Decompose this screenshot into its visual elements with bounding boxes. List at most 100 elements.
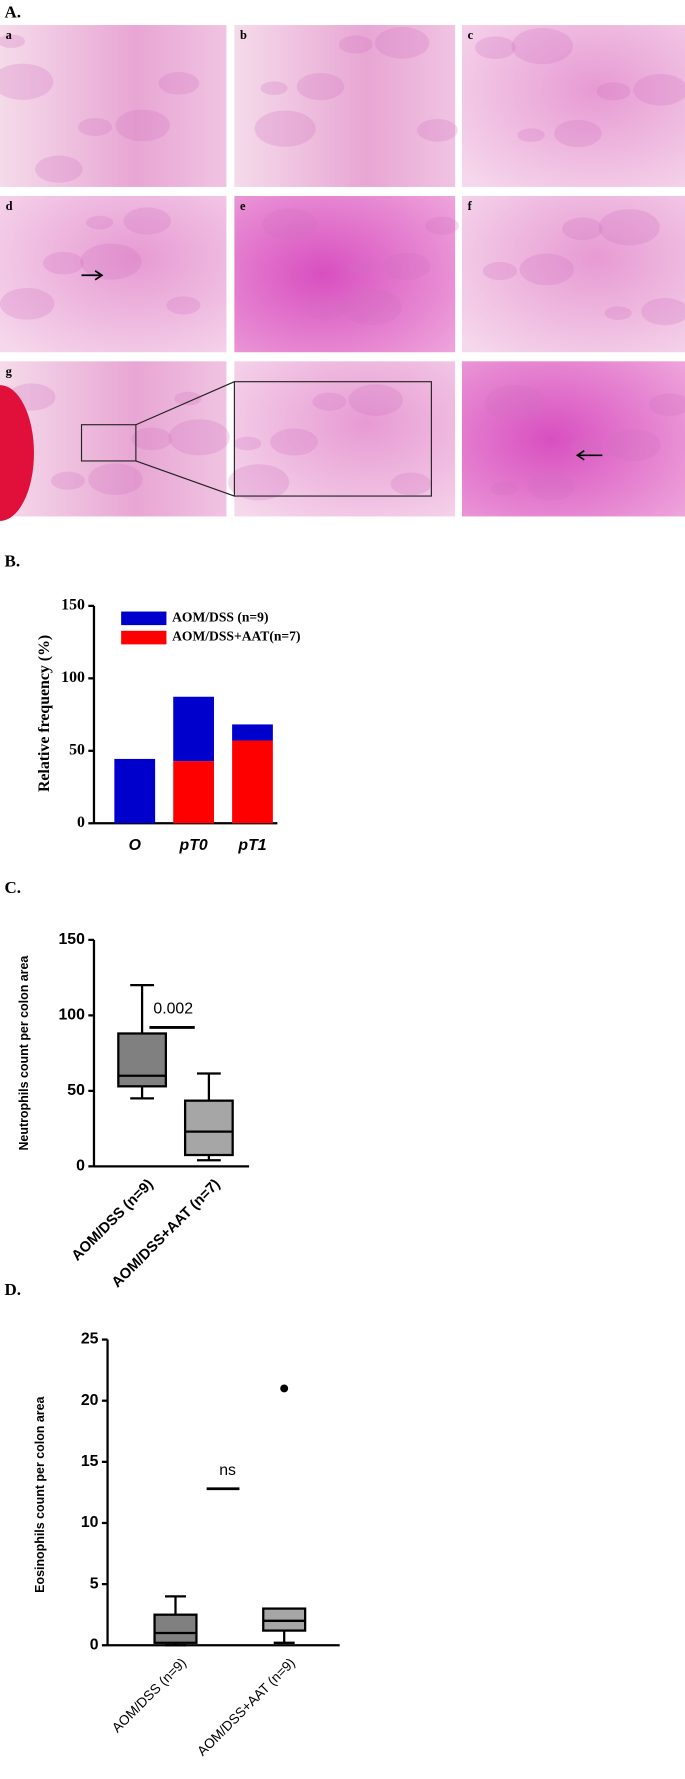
y-tick-label: 0 [76,1158,85,1175]
tissue-texture [166,296,201,315]
x-tick-label: pT1 [237,837,266,854]
panel-label: D. [5,1280,22,1299]
zoom-line [135,460,235,497]
bar-segment [173,761,214,824]
tissue-texture [86,215,114,230]
tissue-texture [641,298,685,326]
image-label: b [240,28,247,42]
tissue-texture [598,209,660,246]
tissue-texture [490,481,518,496]
y-axis-label: Neutrophils count per colon area [17,956,31,1151]
tissue-texture [569,437,604,456]
x-tick-label: AOM/DSS (n=9) [109,1655,189,1735]
histology-image [234,25,456,187]
tissue-texture [390,472,432,496]
y-tick-label: 150 [58,931,85,948]
tissue-texture [228,464,290,501]
x-tick-label: AOM/DSS+AAT (n=9) [194,1655,298,1759]
tissue-texture [304,297,346,320]
tissue-texture [424,216,459,235]
tissue-texture [270,428,318,456]
zoom-box [233,381,432,497]
box [153,1613,198,1644]
image-label: e [240,199,246,213]
histology-image [461,361,685,517]
x-tick-label: pT0 [179,837,208,854]
bar-segment [232,740,273,824]
tissue-texture [254,110,316,147]
tissue-texture [519,253,574,286]
bar-segment [232,724,273,741]
tissue-texture [50,471,85,490]
tissue-texture [482,261,517,281]
outlier [280,1384,289,1393]
histology-image [0,196,227,353]
y-tick-label: 25 [81,1331,99,1348]
legend-label: AOM/DSS (n=9) [172,609,268,625]
box [117,1032,168,1088]
y-tick-label: 0 [90,1636,99,1653]
tissue-texture [606,429,661,461]
histology-image [461,25,685,187]
tissue-texture [554,119,602,148]
image-label: d [6,199,13,213]
tissue-texture [158,72,200,95]
tissue-texture [596,82,631,101]
y-tick-label: 15 [81,1453,99,1470]
y-axis-label: Relative frequency (%) [36,635,53,792]
zoom-box [80,424,137,462]
panel-label: C. [5,878,22,897]
tissue-texture [527,473,575,501]
y-tick-label: 100 [61,669,85,686]
panel-label: B. [5,552,21,571]
y-tick-label: 50 [67,1082,85,1099]
box [262,1607,307,1632]
tissue-texture [374,27,430,59]
tissue-texture [0,385,34,521]
y-tick-label: 10 [81,1514,99,1531]
arrow [81,270,104,281]
panel-label: A. [5,3,22,22]
zoom-line [135,381,235,426]
tissue-texture [0,287,55,320]
tissue-texture [340,288,402,326]
tissue-texture [484,385,547,422]
histology-image [234,361,456,517]
tissue-texture [168,419,230,456]
y-tick-label: 150 [61,597,85,614]
tissue-texture [80,243,142,280]
tissue-texture [417,118,458,142]
y-tick-label: 0 [77,814,85,831]
tissue-texture [123,207,171,235]
x-tick-label: O [129,837,142,854]
tissue-texture [35,155,83,183]
legend-label: AOM/DSS+AAT(n=7) [172,629,300,645]
histology-image [0,361,227,517]
tissue-texture [296,72,345,101]
tissue-texture [174,391,202,406]
tissue-texture [517,128,545,142]
bar-segment [173,696,214,762]
y-tick-label: 20 [81,1392,99,1409]
tissue-texture [131,427,173,451]
tissue-texture [649,393,685,417]
tissue-texture [0,63,54,100]
tissue-texture [475,36,516,60]
y-tick-label: 5 [90,1575,99,1592]
tissue-texture [78,117,113,137]
significance-label: 0.002 [153,1001,193,1018]
histology-image [461,196,685,353]
image-label: f [468,199,473,213]
tissue-texture [0,34,25,49]
tissue-texture [88,463,143,496]
legend-swatch [121,611,167,626]
y-tick-label: 100 [58,1007,85,1024]
histology-image [234,196,456,353]
tissue-texture [604,306,632,320]
legend-swatch [121,630,167,645]
tissue-texture [511,27,573,65]
image-label: c [468,28,474,42]
tissue-texture [234,436,262,451]
tissue-texture [382,252,431,280]
